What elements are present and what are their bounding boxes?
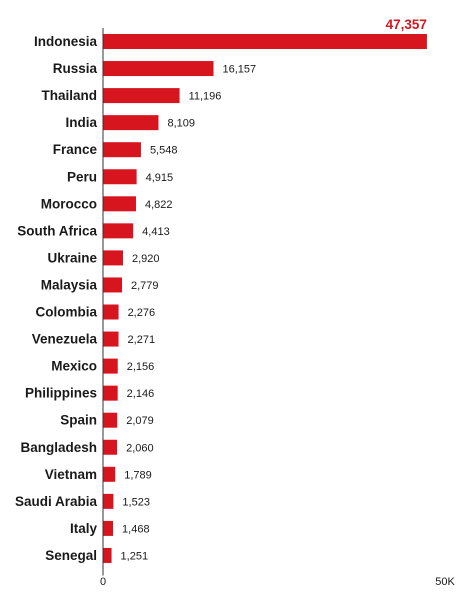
category-label: Saudi Arabia (15, 494, 98, 509)
category-label: Spain (60, 413, 97, 428)
data-label: 11,196 (189, 91, 222, 103)
data-label: 2,779 (131, 280, 159, 292)
category-label: Venezuela (32, 332, 98, 347)
bar (103, 34, 427, 49)
bar (103, 88, 180, 103)
bar (103, 386, 118, 401)
data-label: 2,156 (127, 361, 155, 373)
bar (103, 440, 117, 455)
data-label: 1,523 (122, 496, 150, 508)
data-label: 4,413 (142, 226, 170, 238)
data-label: 4,822 (145, 199, 173, 211)
bar (103, 115, 158, 130)
data-label: 1,789 (124, 469, 152, 481)
category-label: Morocco (41, 196, 97, 211)
bar (103, 521, 113, 536)
x-tick-label: 0 (100, 576, 106, 588)
bar (103, 61, 214, 76)
bar (103, 413, 117, 428)
bar (103, 196, 136, 211)
bar (103, 494, 113, 509)
bar (103, 169, 137, 184)
data-label: 4,915 (146, 172, 174, 184)
data-label: 8,109 (167, 118, 195, 130)
category-label: Thailand (41, 88, 97, 103)
data-label: 1,468 (122, 523, 150, 535)
category-label: Ukraine (47, 250, 97, 265)
x-tick-label: 50K (435, 576, 455, 588)
category-label: Colombia (35, 305, 97, 320)
bar (103, 359, 118, 374)
category-label: France (53, 142, 98, 157)
category-label: Mexico (51, 359, 97, 374)
data-label: 2,079 (126, 415, 154, 427)
data-label: 2,276 (128, 307, 156, 319)
category-label: South Africa (17, 223, 97, 238)
bar (103, 548, 112, 563)
category-label: Italy (70, 521, 98, 536)
category-label: Russia (53, 61, 98, 76)
category-label: Vietnam (45, 467, 97, 482)
category-label: Peru (67, 169, 97, 184)
data-label: 47,357 (386, 17, 427, 32)
plot-area: Indonesia 47,357 Russia 16,157 Thailand 11,19… (15, 17, 427, 563)
data-label: 2,271 (128, 334, 156, 346)
data-label: 16,157 (223, 64, 257, 76)
category-label: Indonesia (34, 34, 98, 49)
data-label: 5,548 (150, 145, 178, 157)
bar (103, 250, 123, 265)
category-label: India (65, 115, 97, 130)
data-label: 2,060 (126, 442, 154, 454)
data-label: 2,146 (127, 388, 155, 400)
category-label: Senegal (45, 548, 97, 563)
data-label: 2,920 (132, 253, 160, 265)
category-label: Malaysia (41, 277, 98, 292)
bar (103, 223, 133, 238)
data-label: 1,251 (121, 550, 149, 562)
category-label: Bangladesh (20, 440, 97, 455)
bar (103, 467, 115, 482)
bar (103, 332, 119, 347)
bar (103, 277, 122, 292)
bar (103, 305, 119, 320)
category-label: Philippines (25, 386, 97, 401)
bar (103, 142, 141, 157)
